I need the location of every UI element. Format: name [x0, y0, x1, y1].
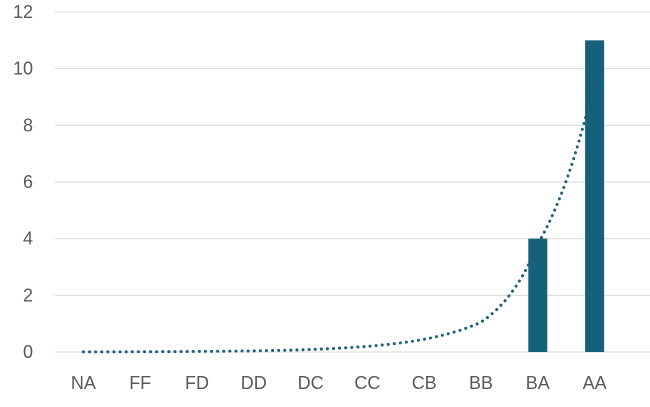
- bars: [528, 40, 605, 352]
- y-tick-label: 6: [23, 172, 33, 192]
- x-tick-label: BB: [469, 373, 493, 393]
- y-tick-label: 12: [13, 2, 33, 22]
- y-tick-label: 8: [23, 115, 33, 135]
- x-tick-label: AA: [583, 373, 607, 393]
- x-tick-label: CC: [354, 373, 380, 393]
- y-axis-tick-labels: 0 2 4 6 8 10 12: [13, 2, 33, 362]
- x-tick-label: NA: [71, 373, 96, 393]
- x-tick-label: CB: [412, 373, 437, 393]
- y-tick-label: 2: [23, 285, 33, 305]
- y-tick-label: 0: [23, 342, 33, 362]
- trendline-path: [81, 78, 597, 354]
- bar-aa: [585, 40, 605, 352]
- bar-ba: [528, 238, 548, 352]
- gridlines: [55, 11, 650, 353]
- x-axis-tick-labels: NA FF FD DD DC CC CB BB BA AA: [71, 373, 607, 393]
- x-tick-label: FF: [129, 373, 151, 393]
- x-tick-label: DD: [241, 373, 267, 393]
- x-tick-label: DC: [298, 373, 324, 393]
- x-tick-label: FD: [185, 373, 209, 393]
- x-tick-label: BA: [526, 373, 550, 393]
- y-tick-label: 10: [13, 59, 33, 79]
- y-tick-label: 4: [23, 229, 33, 249]
- trendline: [81, 78, 597, 354]
